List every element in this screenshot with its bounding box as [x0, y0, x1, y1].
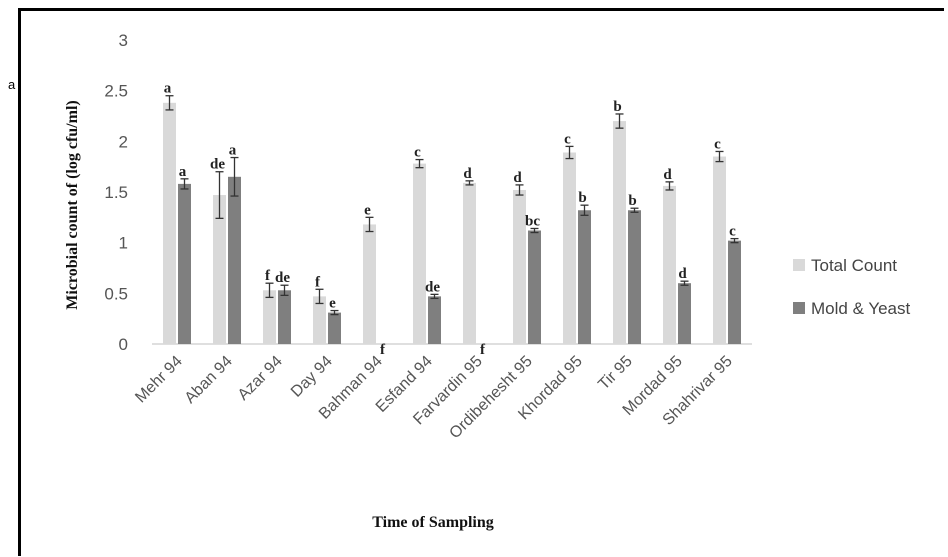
bar [413, 163, 426, 344]
y-tick-label: 1 [119, 234, 128, 253]
legend-label: Mold & Yeast [811, 299, 911, 318]
legend: Total Count Mold & Yeast [793, 256, 911, 318]
bar [613, 121, 626, 344]
bar [228, 176, 241, 344]
bar [278, 290, 291, 344]
legend-swatch [793, 302, 805, 314]
significance-letter: a [164, 81, 172, 97]
significance-letter: c [414, 145, 421, 161]
significance-letter: d [463, 166, 472, 182]
category-label: Azar 94 [235, 353, 286, 404]
category-label: Mehr 94 [132, 353, 186, 407]
y-tick-label: 0.5 [104, 284, 128, 303]
x-axis-title: Time of Sampling [372, 514, 494, 531]
legend-swatch [793, 259, 805, 271]
significance-letter: e [364, 202, 371, 218]
bar [728, 240, 741, 344]
significance-letter: f [480, 342, 486, 358]
y-tick-label: 0 [119, 335, 128, 354]
bar [713, 156, 726, 344]
y-tick-label: 3 [119, 31, 128, 50]
bar [363, 224, 376, 344]
y-tick-label: 2.5 [104, 82, 128, 101]
y-axis-ticks: 0 0.5 1 1.5 2 2.5 3 [104, 31, 128, 354]
bar [663, 185, 676, 344]
significance-letter: d [513, 170, 522, 186]
stray-label: a [8, 77, 16, 92]
bar [428, 296, 441, 344]
bar [263, 290, 276, 344]
bar [628, 210, 641, 344]
significance-letter: b [613, 99, 621, 115]
significance-letter: de [425, 279, 440, 295]
error-bars-group [165, 95, 739, 316]
significance-letter: bc [525, 213, 540, 229]
significance-letter: c [729, 224, 736, 240]
bar [578, 210, 591, 344]
significance-letter: d [663, 167, 672, 183]
significance-letter: f [315, 274, 321, 290]
significance-letter: f [265, 268, 271, 284]
significance-letter: a [229, 143, 237, 159]
y-axis-title: Microbial count of (log cfu/ml) [64, 100, 81, 309]
y-tick-label: 2 [119, 132, 128, 151]
bar [513, 189, 526, 344]
category-label: Tir 95 [595, 353, 636, 394]
legend-label: Total Count [811, 256, 897, 275]
chart-frame [18, 8, 944, 556]
bar [463, 182, 476, 344]
bar [313, 296, 326, 344]
significance-letter: de [275, 270, 290, 286]
bar [563, 152, 576, 344]
significance-letter: c [714, 136, 721, 152]
bar [178, 183, 191, 344]
bar [213, 195, 226, 344]
category-label: Day 94 [288, 353, 336, 401]
significance-letter: f [380, 342, 386, 358]
bars-group [163, 102, 741, 345]
bar [678, 283, 691, 344]
bar [328, 312, 341, 344]
significance-letter: d [678, 266, 687, 282]
significance-letter: a [179, 164, 187, 180]
y-tick-label: 1.5 [104, 183, 128, 202]
category-label: Aban 94 [182, 353, 236, 407]
significance-letter: c [564, 131, 571, 147]
significance-letter: b [628, 193, 636, 209]
significance-letter: b [578, 190, 586, 206]
bar [163, 102, 176, 345]
significance-letter: de [210, 157, 225, 173]
bar [528, 230, 541, 344]
significance-letter: e [329, 296, 336, 312]
